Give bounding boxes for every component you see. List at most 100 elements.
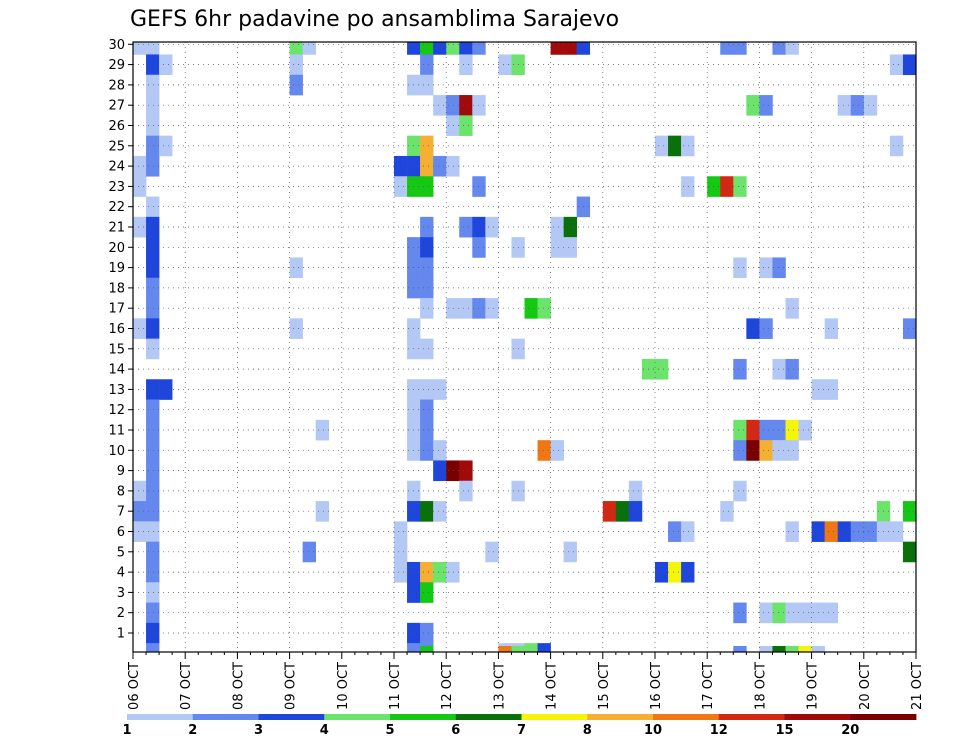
- ensemble-cell: [146, 521, 160, 542]
- ensemble-cell: [681, 521, 695, 542]
- ensemble-cell: [420, 42, 434, 55]
- ensemble-cell: [602, 501, 617, 522]
- ensemble-cell: [537, 643, 551, 653]
- colorbar-label: 1: [122, 723, 131, 738]
- ensemble-cell: [472, 42, 486, 55]
- ensemble-cell: [550, 440, 564, 461]
- ensemble-cell: [733, 257, 747, 279]
- ensemble-cell: [459, 480, 473, 502]
- y-tick-label: 20: [108, 241, 125, 256]
- y-tick-label: 1: [117, 627, 125, 642]
- ensemble-cell: [785, 602, 799, 624]
- ensemble-cell: [289, 54, 303, 76]
- ensemble-cell: [420, 54, 434, 76]
- ensemble-cell: [146, 419, 160, 441]
- ensemble-cell: [824, 379, 838, 400]
- ensemble-cell: [785, 419, 799, 441]
- ensemble-cell: [498, 646, 512, 652]
- ensemble-cell: [537, 298, 551, 319]
- colorbar-swatch: [390, 714, 457, 720]
- y-tick-label: 28: [108, 78, 125, 93]
- ensemble-cell: [628, 501, 643, 522]
- ensemble-cell: [394, 176, 408, 197]
- y-tick-label: 14: [108, 363, 125, 378]
- ensemble-cell: [420, 155, 434, 177]
- ensemble-cell: [681, 176, 695, 197]
- ensemble-cell: [759, 257, 773, 279]
- ensemble-cell: [420, 561, 434, 583]
- y-tick-label: 8: [117, 484, 125, 499]
- ensemble-cell: [733, 42, 747, 55]
- ensemble-cell: [824, 318, 838, 339]
- ensemble-cell: [655, 561, 669, 583]
- ensemble-cell: [420, 646, 434, 652]
- y-axis: 1234567891011121314151617181920212223242…: [108, 38, 133, 642]
- ensemble-cell: [759, 602, 773, 624]
- ensemble-cell: [668, 561, 682, 583]
- colorbar-label: 20: [841, 723, 859, 738]
- ensemble-cell: [420, 277, 434, 299]
- ensemble-cell: [433, 440, 447, 461]
- ensemble-cell: [146, 582, 160, 603]
- ensemble-cell: [146, 135, 160, 157]
- x-tick-label: 20 OCT: [858, 662, 873, 710]
- ensemble-cell: [446, 95, 460, 116]
- ensemble-cell: [485, 541, 499, 563]
- ensemble-cell: [133, 501, 147, 522]
- ensemble-cell: [159, 379, 173, 400]
- colorbar-label: 5: [385, 723, 394, 738]
- ensemble-cell: [146, 440, 160, 461]
- y-tick-label: 10: [108, 444, 125, 459]
- x-tick-label: 07 OCT: [179, 662, 194, 710]
- colorbar-label: 10: [644, 723, 662, 738]
- colorbar-swatch: [718, 714, 785, 720]
- ensemble-cell: [159, 135, 173, 157]
- colorbar-swatch: [521, 714, 588, 720]
- y-tick-label: 24: [108, 160, 125, 175]
- ensemble-cell: [146, 318, 160, 339]
- y-tick-label: 13: [108, 383, 125, 398]
- colorbar-label: 6: [451, 723, 460, 738]
- y-tick-label: 27: [108, 99, 125, 114]
- ensemble-cell: [159, 54, 173, 76]
- ensemble-cell: [146, 480, 160, 502]
- y-tick-label: 21: [108, 221, 125, 236]
- y-tick-label: 18: [108, 281, 125, 296]
- ensemble-cell: [433, 561, 447, 583]
- ensemble-cell: [146, 155, 160, 177]
- ensemble-cell: [902, 318, 917, 339]
- colorbar-swatch: [258, 714, 325, 720]
- colorbar-swatch: [455, 714, 522, 720]
- ensemble-cell: [668, 135, 682, 157]
- y-tick-label: 5: [117, 545, 125, 560]
- ensemble-cell: [681, 135, 695, 157]
- ensemble-cell: [759, 646, 773, 652]
- ensemble-cell: [133, 216, 147, 238]
- ensemble-cell: [733, 602, 747, 624]
- ensemble-cell: [146, 95, 160, 116]
- ensemble-cell: [459, 42, 473, 55]
- ensemble-cell: [394, 561, 408, 583]
- ensemble-cell: [785, 358, 799, 380]
- ensemble-cell: [772, 602, 786, 624]
- ensemble-cell: [394, 155, 408, 177]
- y-tick-label: 23: [108, 180, 125, 195]
- ensemble-cell: [289, 318, 303, 339]
- ensemble-cell: [146, 541, 160, 563]
- ensemble-cell: [550, 237, 564, 258]
- ensemble-cell: [420, 622, 434, 644]
- ensemble-cell: [446, 298, 460, 319]
- ensemble-cell: [681, 561, 695, 583]
- ensemble-cell: [446, 115, 460, 136]
- ensemble-cell: [146, 399, 160, 421]
- ensemble-cell: [524, 643, 538, 653]
- x-axis: 06 OCT 07 OCT 08 OCT 09 OCT 10 OCT 11 OCT 12 O…: [127, 652, 925, 710]
- ensemble-cell: [420, 440, 434, 461]
- ensemble-cell: [133, 521, 147, 542]
- ensemble-cell: [459, 95, 473, 116]
- y-tick-label: 6: [117, 525, 125, 540]
- ensemble-cell: [459, 115, 473, 136]
- ensemble-cell: [289, 42, 303, 55]
- ensemble-cell: [146, 196, 160, 218]
- ensemble-cell: [420, 501, 434, 522]
